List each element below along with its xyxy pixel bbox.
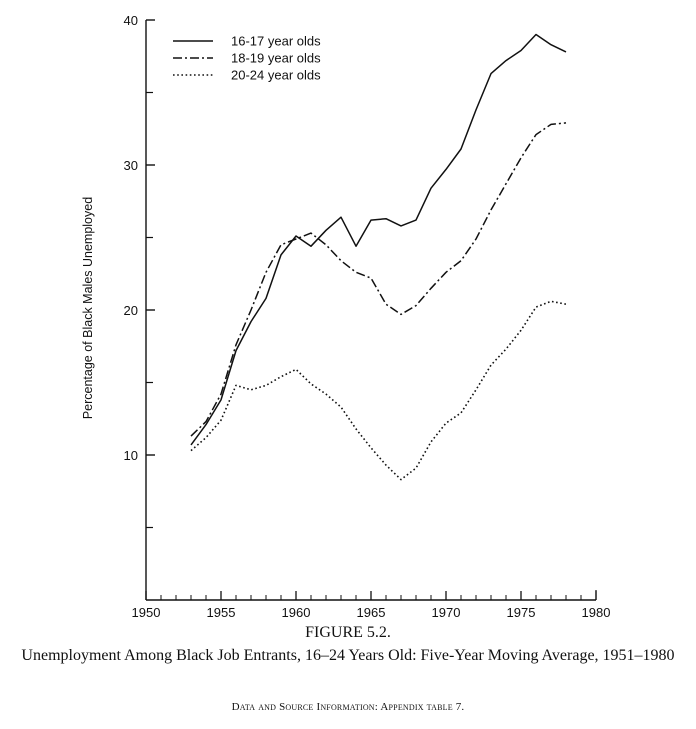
y-minor-ticks [146, 91, 153, 529]
legend-label: 18-19 year olds [231, 51, 321, 66]
x-tick-label: 1950 [132, 605, 161, 620]
x-tick-label: 1975 [507, 605, 536, 620]
x-tick-label: 1980 [582, 605, 611, 620]
series-lines [190, 33, 567, 481]
y-ticks: 10 20 30 40 [124, 13, 155, 463]
line-chart: 10 20 30 40 1950 1955 1960 1965 1970 1975 1980 16… [81, 13, 611, 620]
x-minor-ticks [160, 595, 582, 600]
y-axis-label: Percentage of Black Males Unemployed [81, 197, 95, 419]
figure-title: Unemployment Among Black Job Entrants, 1… [21, 647, 675, 664]
x-tick-label: 1965 [357, 605, 386, 620]
legend-label: 16-17 year olds [231, 34, 321, 49]
series-line [190, 122, 567, 437]
series-line [190, 33, 567, 446]
x-tick-label: 1955 [207, 605, 236, 620]
x-tick-label: 1960 [282, 605, 311, 620]
figure-source: Data and Source Information: Appendix ta… [231, 701, 465, 713]
y-tick-label: 40 [124, 13, 138, 28]
legend: 16-17 year olds 18-19 year olds 20-24 year… [173, 34, 321, 83]
figure-number: FIGURE 5.2. [305, 624, 391, 641]
y-tick-label: 20 [124, 303, 138, 318]
x-ticks: 1950 1955 1960 1965 1970 1975 1980 [132, 591, 611, 620]
x-tick-label: 1970 [432, 605, 461, 620]
y-tick-label: 10 [124, 448, 138, 463]
y-tick-label: 30 [124, 158, 138, 173]
legend-label: 20-24 year olds [231, 68, 321, 83]
